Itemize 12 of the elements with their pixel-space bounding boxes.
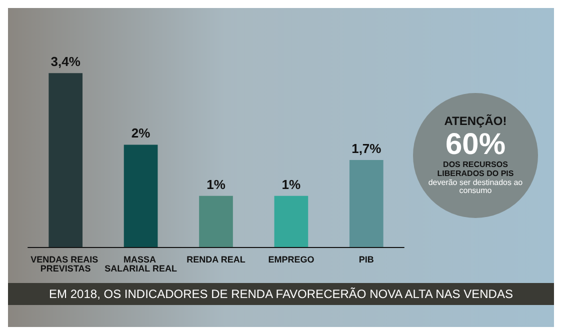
data-label: 2% xyxy=(131,126,151,141)
x-tick-label: VENDAS REAIS PREVISTAS xyxy=(30,254,101,274)
x-tick-label: PIB xyxy=(358,254,374,264)
data-label: 1,7% xyxy=(352,141,382,156)
data-label: 3,4% xyxy=(50,54,81,70)
data-label: 1% xyxy=(206,176,226,192)
x-tick-label: EMPREGO xyxy=(268,254,314,264)
text: EM 2018, OS INDICADORES DE RENDA FAVORECERÃO NOVA ALTA NAS VENDAS xyxy=(49,287,513,301)
circle-badge: ATENÇÃO! 60% DOS RECURSOS LIBERADOS DO PIS deverão ser destinados ao consumo xyxy=(413,93,538,218)
x-tick-label: RENDA REAL xyxy=(186,254,246,264)
x-tick-label: MASSA SALARIAL REAL xyxy=(104,254,178,274)
data-label: 1% xyxy=(282,176,302,192)
